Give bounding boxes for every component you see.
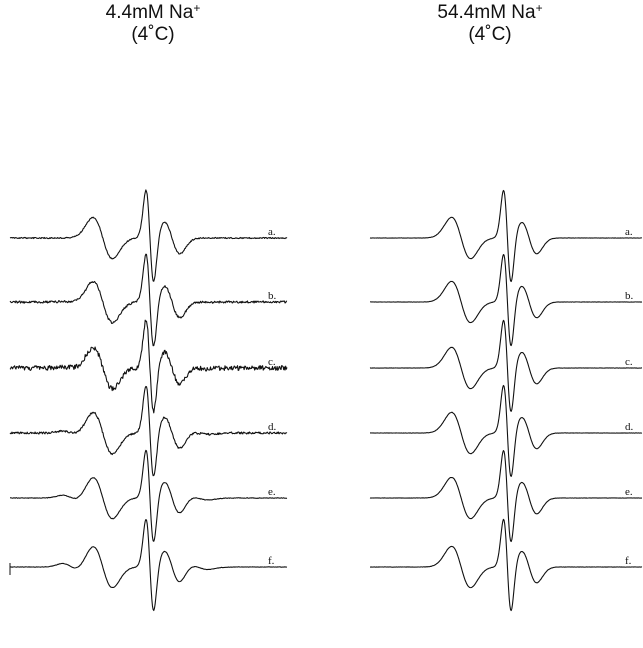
- spectrum-trace-b: [9, 253, 288, 347]
- spectrum-label-b: b.: [268, 290, 277, 302]
- panel-title-left-line1: 4.4mM Na+: [105, 1, 201, 23]
- spectrum-trace-d: [9, 385, 288, 477]
- spectrum-trace-b: [369, 254, 643, 347]
- spectra-panel-left: a. b. c. d. e. f.: [9, 189, 288, 612]
- sodium-superscript-left: +: [193, 1, 201, 15]
- spectrum-label-a: a.: [625, 226, 633, 238]
- panel-title-right-line1: 54.4mM Na+: [437, 1, 543, 23]
- spectrum-label-c: c.: [625, 356, 633, 368]
- spectrum-label-d: d.: [625, 421, 634, 433]
- panel-title-right-line2: (4˚C): [468, 24, 512, 45]
- spectra-panel-right: a. b. c. d. e. f.: [369, 189, 643, 612]
- spectrum-label-e: e.: [268, 486, 276, 498]
- spectrum-label-d: d.: [268, 421, 277, 433]
- spectrum-trace-e: [9, 449, 288, 542]
- spectrum-trace-a: [369, 189, 643, 283]
- spectrum-trace-a: [9, 189, 288, 282]
- spectrum-trace-f: [369, 518, 643, 612]
- spectrum-trace-c: [9, 319, 288, 414]
- spectrum-label-f: f.: [268, 555, 275, 567]
- spectrum-trace-d: [370, 384, 643, 477]
- spectrum-label-a: a.: [268, 226, 276, 238]
- spectrum-trace-c: [369, 319, 643, 412]
- spectrum-trace-e: [369, 450, 643, 543]
- panel-title-left-line2: (4˚C): [131, 24, 175, 45]
- panel-title-left: 4.4mM Na+ (4˚C): [53, 2, 253, 46]
- panel-title-right: 54.4mM Na+ (4˚C): [390, 2, 590, 46]
- spectrum-label-f: f.: [625, 555, 632, 567]
- sodium-superscript-right: +: [535, 1, 543, 15]
- spectrum-label-b: b.: [625, 290, 634, 302]
- spectrum-label-c: c.: [268, 356, 276, 368]
- spectrum-label-e: e.: [625, 486, 633, 498]
- spectrum-trace-f: [9, 518, 288, 612]
